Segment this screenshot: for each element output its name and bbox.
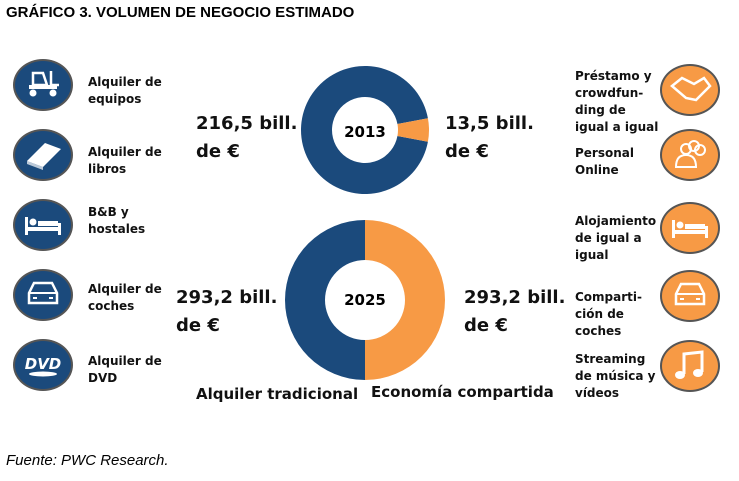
car-icon bbox=[674, 282, 706, 306]
chart-title: GRÁFICO 3. VOLUMEN DE NEGOCIO ESTIMADO bbox=[6, 4, 355, 21]
handshake-circle-icon bbox=[660, 64, 720, 116]
bed-icon bbox=[672, 220, 708, 238]
category-label: Alquiler de coches bbox=[88, 282, 162, 313]
dvd-icon: DVD bbox=[25, 355, 62, 377]
car-circle-icon bbox=[660, 270, 720, 322]
category-label: B&B y hostales bbox=[88, 205, 146, 236]
forklift-icon bbox=[29, 71, 59, 97]
people-circle-icon bbox=[660, 129, 720, 181]
category-label: Alquiler de libros bbox=[88, 145, 162, 176]
category-label: Alojamiento de igual a igual bbox=[575, 214, 657, 262]
category-label: Alquiler de DVD bbox=[88, 354, 162, 385]
book-icon bbox=[27, 143, 61, 170]
slice-2025-0 bbox=[285, 220, 365, 380]
slice-2025-1 bbox=[365, 220, 445, 380]
music-note-circle-icon bbox=[660, 340, 720, 392]
svg-text:DVD: DVD bbox=[25, 355, 62, 373]
slice-2013-0 bbox=[301, 65, 428, 194]
source-note: Fuente: PWC Research. bbox=[6, 452, 169, 469]
label-2013-traditional: 216,5 bill. de € bbox=[196, 113, 298, 162]
bed-circle-icon bbox=[660, 202, 720, 254]
category-label: Personal Online bbox=[575, 146, 634, 177]
slice-2013-1 bbox=[397, 118, 430, 142]
category-label: Streaming de música y vídeos bbox=[575, 352, 656, 400]
car-circle-icon bbox=[13, 269, 73, 321]
donut-2013-title: 2013 bbox=[344, 123, 386, 141]
forklift-circle-icon bbox=[13, 59, 73, 111]
label-2025-sharing: 293,2 bill. de € bbox=[464, 287, 566, 336]
car-icon bbox=[27, 281, 59, 305]
music-note-icon bbox=[675, 350, 704, 379]
category-label: Préstamo y crowdfun-ding de igual a igua… bbox=[575, 69, 659, 134]
donut-2025-title: 2025 bbox=[344, 291, 386, 309]
legend-traditional: Alquiler tradicional bbox=[196, 385, 359, 403]
category-label: Alquiler de equipos bbox=[88, 75, 162, 106]
legend-sharing: Economía compartida bbox=[371, 383, 554, 401]
book-circle-icon bbox=[13, 129, 73, 181]
label-2025-traditional: 293,2 bill. de € bbox=[176, 287, 278, 336]
handshake-icon bbox=[670, 76, 712, 102]
bed-icon bbox=[25, 217, 61, 235]
label-2013-sharing: 13,5 bill. de € bbox=[445, 113, 534, 162]
dvd-circle-icon: DVD bbox=[13, 339, 73, 391]
bed-circle-icon bbox=[13, 199, 73, 251]
category-label: Comparti-ción de coches bbox=[575, 290, 642, 338]
people-icon bbox=[674, 140, 706, 168]
